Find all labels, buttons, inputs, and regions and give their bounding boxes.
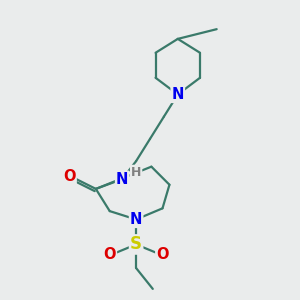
Text: O: O	[103, 247, 116, 262]
Text: O: O	[156, 247, 169, 262]
Text: O: O	[63, 169, 76, 184]
Text: S: S	[130, 236, 142, 253]
Text: N: N	[116, 172, 128, 187]
Text: N: N	[172, 87, 184, 102]
Text: N: N	[130, 212, 142, 227]
Text: H: H	[131, 166, 141, 179]
